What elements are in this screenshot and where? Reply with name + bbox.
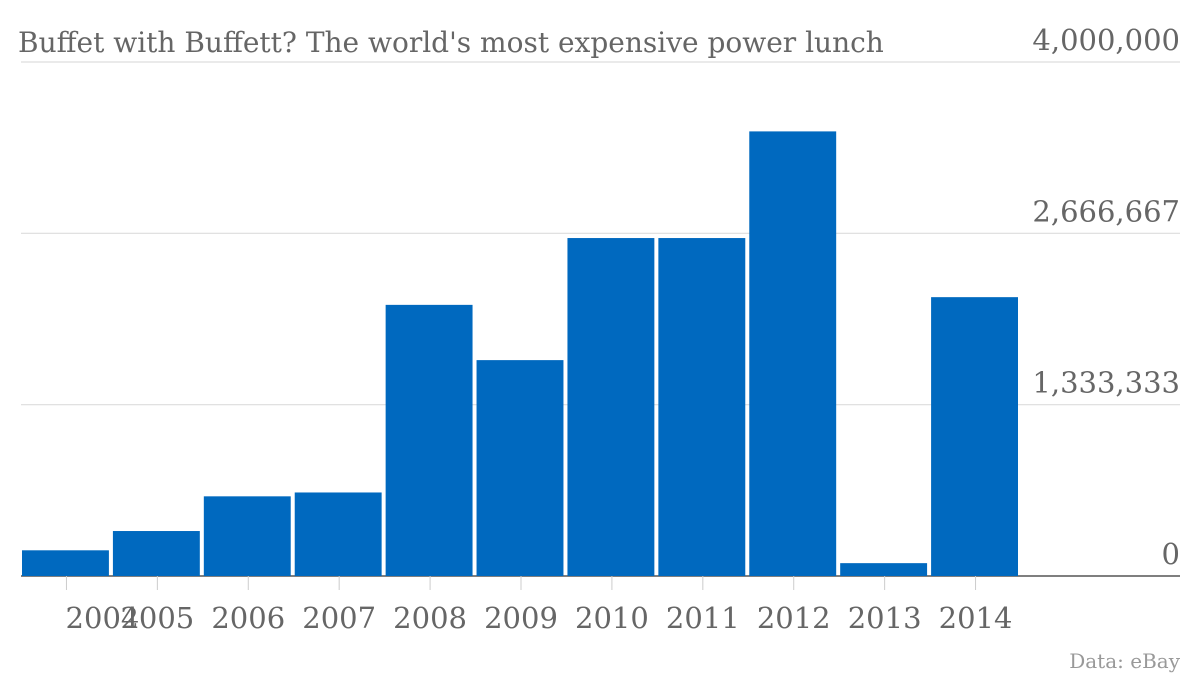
y-tick-label: 4,000,000	[1032, 23, 1180, 57]
bar	[476, 360, 564, 576]
bar	[840, 563, 928, 576]
source: Data: eBay	[1069, 649, 1180, 673]
y-tick-label: 2,666,667	[1032, 194, 1180, 228]
x-tick-label: 2012	[757, 601, 831, 635]
x-tick-label: 2004	[66, 601, 140, 635]
bar	[385, 304, 473, 576]
y-tick-label: 0	[1162, 537, 1180, 571]
y-tick-label: 1,333,333	[1032, 366, 1180, 400]
x-tick-label: 2006	[211, 601, 285, 635]
bar	[294, 492, 382, 576]
x-tick-label: 2005	[120, 601, 194, 635]
x-tick-label: 2008	[393, 601, 467, 635]
bar	[112, 531, 200, 576]
x-tick-label: 2014	[939, 601, 1013, 635]
bar	[203, 496, 291, 576]
bar	[567, 238, 655, 577]
bar	[931, 297, 1018, 576]
x-tick-label: 2009	[484, 601, 558, 635]
bar	[658, 238, 746, 577]
chart-title: Buffet with Buffett? The world's most ex…	[18, 26, 884, 59]
x-tick-label: 2007	[302, 601, 376, 635]
x-tick-label: 2010	[575, 601, 649, 635]
bar	[22, 550, 109, 576]
x-tick-label: 2011	[666, 601, 740, 635]
x-tick-label: 2013	[848, 601, 922, 635]
bar	[749, 131, 837, 576]
